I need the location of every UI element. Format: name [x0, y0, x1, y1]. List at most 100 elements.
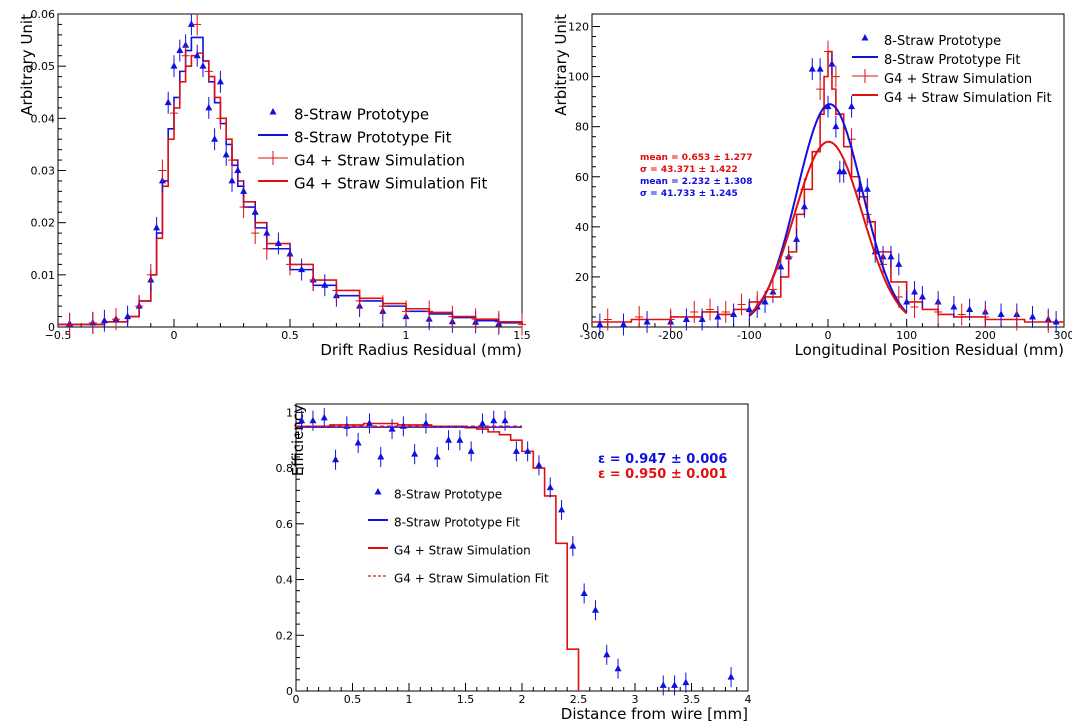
- x-tick-label: -200: [658, 329, 683, 342]
- triangle-marker: [170, 62, 178, 69]
- triangle-marker: [153, 223, 161, 231]
- triangle-marker: [240, 187, 248, 194]
- fit-stat-text: σ = 41.733 ± 1.245: [640, 189, 738, 199]
- x-axis-title: Distance from wire [mm]: [561, 705, 748, 722]
- x-tick-label: 1: [406, 693, 413, 706]
- triangle-marker: [682, 315, 690, 322]
- triangle-marker: [643, 317, 651, 325]
- y-tick-label: 100: [568, 71, 589, 84]
- triangle-marker: [887, 252, 895, 260]
- fit-stat-text: ε = 0.947 ± 0.006: [598, 452, 727, 467]
- triangle-marker: [411, 450, 419, 457]
- y-tick-label: 0.01: [31, 269, 56, 282]
- histogram-step-series: [296, 422, 580, 691]
- triangle-marker: [332, 455, 340, 463]
- x-tick-label: 0.5: [281, 329, 299, 342]
- triangle-marker: [445, 436, 453, 443]
- y-tick-label: 0.06: [31, 8, 56, 21]
- triangle-marker: [100, 316, 108, 324]
- triangle-marker: [309, 416, 317, 424]
- y-axis-title: Arbitrary Unit: [18, 14, 36, 116]
- legend-label: G4 + Straw Simulation Fit: [884, 91, 1052, 106]
- legend-label: 8-Straw Prototype Fit: [394, 516, 520, 530]
- x-tick-label: 1.5: [457, 693, 475, 706]
- triangle-marker: [793, 235, 801, 242]
- legend-label: 8-Straw Prototype: [884, 34, 1001, 49]
- x-tick-label: 300: [1054, 329, 1072, 342]
- triangle-marker: [682, 678, 690, 686]
- x-tick-label: 3.5: [683, 693, 701, 706]
- y-tick-label: 120: [568, 21, 589, 34]
- y-tick-label: 0.02: [31, 217, 56, 230]
- legend: 8-Straw Prototype 8-Straw Prototype Fit G4…: [258, 106, 487, 193]
- triangle-marker: [816, 65, 824, 72]
- triangle-marker: [269, 108, 277, 115]
- triangle-marker: [591, 606, 599, 613]
- y-tick-label: 60: [575, 171, 589, 184]
- triangle-marker: [800, 202, 808, 210]
- x-tick-label: 1: [403, 329, 410, 342]
- x-tick-label: 0: [825, 329, 832, 342]
- y-tick-label: 0.4: [276, 574, 294, 587]
- triangle-marker: [911, 287, 919, 295]
- triangle-marker: [298, 265, 306, 273]
- x-axis-title: Drift Radius Residual (mm): [320, 341, 522, 359]
- triangle-marker: [501, 416, 509, 424]
- triangle-marker: [614, 664, 622, 672]
- triangle-marker: [580, 589, 588, 596]
- triangle-marker: [182, 41, 190, 48]
- y-tick-label: 0.04: [31, 112, 56, 125]
- triangle-marker: [199, 62, 207, 69]
- legend-label: G4 + Straw Simulation: [394, 544, 531, 558]
- triangle-marker: [848, 102, 856, 110]
- triangle-marker: [698, 315, 706, 322]
- x-tick-label: -300: [580, 329, 605, 342]
- triangle-marker: [176, 46, 184, 54]
- triangle-marker: [828, 60, 836, 67]
- triangle-marker: [871, 247, 879, 255]
- triangle-marker: [863, 185, 871, 192]
- triangle-marker: [456, 436, 464, 443]
- triangle-marker: [824, 102, 832, 110]
- legend-label: 8-Straw Prototype: [394, 488, 502, 502]
- legend-label: G4 + Straw Simulation Fit: [394, 572, 549, 586]
- triangle-marker: [659, 681, 667, 688]
- triangle-marker: [320, 413, 328, 421]
- fit-stat-text: mean = 2.232 ± 1.308: [640, 177, 753, 187]
- fit-stat-text: σ = 43.371 ± 1.422: [640, 165, 738, 175]
- longitudinal-position-chart: -300 -200 -100 0 100 200 300 0 20 40 60 80 100 120 Lon…: [552, 13, 1072, 359]
- triangle-marker: [777, 262, 785, 270]
- triangle-marker: [997, 310, 1005, 317]
- triangle-marker: [730, 310, 738, 317]
- triangle-marker: [467, 447, 475, 454]
- plot-frame: [57, 13, 523, 328]
- plot-area: [592, 40, 1064, 336]
- triangle-marker: [596, 320, 604, 327]
- triangle-marker: [193, 51, 201, 59]
- triangle-marker: [603, 650, 611, 658]
- triangle-marker: [365, 419, 373, 427]
- gaussian-fit-curve: [748, 140, 908, 316]
- y-tick-label: 0: [286, 685, 293, 698]
- triangle-marker: [745, 305, 753, 312]
- x-tick-label: 1.5: [513, 329, 531, 342]
- triangle-marker: [840, 167, 848, 175]
- fit-stat-text: ε = 0.950 ± 0.001: [598, 467, 727, 482]
- triangle-marker: [433, 452, 441, 460]
- legend-label: 8-Straw Prototype Fit: [294, 129, 452, 147]
- triangle-marker: [619, 320, 627, 327]
- y-tick-label: 0.8: [276, 462, 294, 475]
- triangle-marker: [187, 20, 195, 27]
- triangle-marker: [546, 483, 554, 491]
- plot-area: [296, 407, 735, 696]
- triangle-marker: [478, 419, 486, 427]
- x-tick-label: 4: [745, 693, 752, 706]
- y-tick-label: 0: [48, 321, 55, 334]
- x-tick-label: 2.5: [570, 693, 588, 706]
- efficiency-chart: 0 0.5 1 1.5 2 2.5 3 3.5 4 0 0.2 0.4 0.6 0.8 1 Distance …: [276, 403, 752, 722]
- triangle-marker: [950, 302, 958, 310]
- legend-label: G4 + Straw Simulation Fit: [294, 175, 487, 193]
- triangle-marker: [490, 416, 498, 424]
- fit-stat-text: mean = 0.653 ± 1.277: [640, 153, 753, 163]
